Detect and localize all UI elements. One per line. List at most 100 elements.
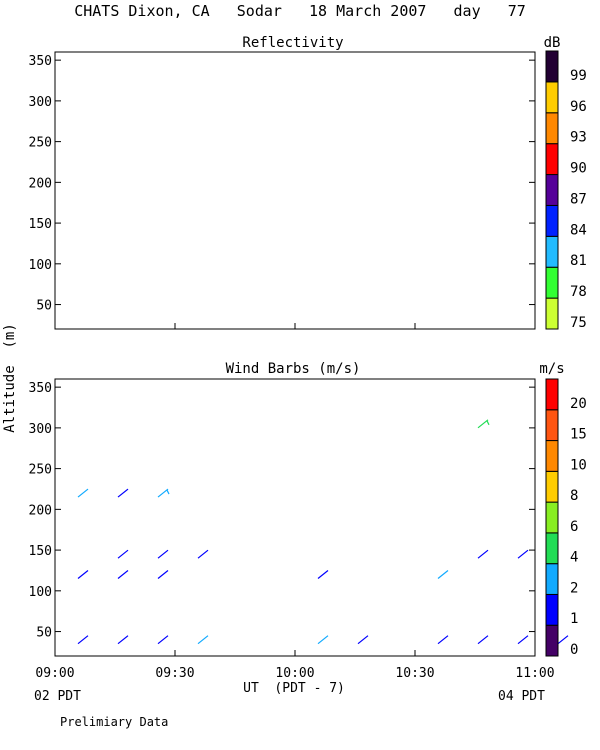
y-tick-label: 300 xyxy=(29,422,52,437)
colorbar-tick-label: 78 xyxy=(570,284,587,300)
x-tick-label: 09:00 xyxy=(35,666,74,681)
y-tick-label: 100 xyxy=(29,585,52,600)
y-tick-label: 300 xyxy=(29,95,52,110)
colorbar-tick-label: 2 xyxy=(570,580,578,596)
colorbar-swatch xyxy=(545,532,559,565)
wind-barb xyxy=(437,635,449,645)
colorbar-tick-label: 15 xyxy=(570,427,587,443)
wind-barb xyxy=(117,570,129,579)
y-tick-label: 350 xyxy=(29,381,52,396)
wind-barb xyxy=(117,549,129,559)
colorbar-swatch xyxy=(545,501,559,534)
wind-barb-shaft xyxy=(517,635,529,645)
wind-barb-shaft xyxy=(557,635,569,645)
top-y-axis: 50 100 150 200 250 300 350 xyxy=(29,54,536,329)
colorbar-swatch xyxy=(545,470,559,503)
wind-barb xyxy=(477,635,489,645)
start-time-pdt-label: 02 PDT xyxy=(34,689,81,704)
wind-barb-shaft xyxy=(197,635,209,645)
wind-barb xyxy=(517,635,529,645)
colorbar-swatch xyxy=(545,593,559,626)
colorbar-swatch xyxy=(545,81,559,114)
end-time-pdt-label: 04 PDT xyxy=(498,689,545,704)
wind-barb xyxy=(117,488,129,498)
y-axis-label: Altitude (m) xyxy=(2,323,18,433)
y-tick-label: 50 xyxy=(36,299,52,314)
wind-barb xyxy=(557,635,569,645)
y-tick-label: 200 xyxy=(29,503,52,518)
y-tick-label: 150 xyxy=(29,217,52,232)
colorbar-tick-label: 75 xyxy=(570,315,587,331)
wind-barb xyxy=(157,635,169,645)
wind-barb-shaft xyxy=(437,570,449,579)
x-tick-label: 11:00 xyxy=(515,666,554,681)
wind-barb-shaft xyxy=(117,549,129,559)
colorbar-tick-label: 87 xyxy=(570,191,587,207)
wind-barb xyxy=(77,635,89,645)
wind-barb-shaft xyxy=(77,570,89,579)
colorbar-tick-label: 20 xyxy=(570,396,587,412)
colorbar-swatch xyxy=(545,50,559,83)
y-tick-label: 50 xyxy=(36,626,52,641)
wind-barb-shaft xyxy=(437,635,449,645)
wind-barb xyxy=(477,419,490,429)
wind-barb-shaft xyxy=(317,635,329,645)
x-tick-label: 10:30 xyxy=(395,666,434,681)
wind-barb-shaft xyxy=(317,570,329,579)
wind-barbs xyxy=(77,419,569,645)
wind-barb-shaft xyxy=(477,549,489,559)
wind-barb-shaft xyxy=(157,635,169,645)
bottom-y-axis: 50 100 150 200 250 300 350 xyxy=(29,381,535,641)
colorbar-tick-label: 10 xyxy=(570,457,587,473)
wind-barb-shaft xyxy=(157,570,169,579)
wind-barb xyxy=(197,635,209,645)
wind-barb-shaft xyxy=(357,635,369,645)
wind-barb-shaft xyxy=(117,570,129,579)
colorbar-tick-label: 81 xyxy=(570,253,587,269)
preliminary-data-note: Prelimiary Data xyxy=(60,715,168,729)
reflectivity-colorbar: 75 78 81 84 87 90 93 96 99 xyxy=(545,50,587,331)
colorbar-swatch xyxy=(545,440,559,472)
colorbar-tick-label: 8 xyxy=(570,488,578,504)
y-tick-label: 150 xyxy=(29,544,52,559)
colorbar-tick-label: 1 xyxy=(570,611,578,627)
colorbar-tick-label: 0 xyxy=(570,642,578,658)
wind-barb xyxy=(517,549,529,559)
bottom-panel-title: Wind Barbs (m/s) xyxy=(226,361,361,377)
wind-barb-flag xyxy=(486,420,490,426)
wind-barb xyxy=(117,635,129,645)
wind-barb xyxy=(77,570,89,579)
wind-barb-flag xyxy=(166,489,170,495)
wind-barb-shaft xyxy=(117,635,129,645)
colorbar-swatch xyxy=(545,204,559,237)
colorbar-tick-label: 93 xyxy=(570,130,587,146)
wind-colorbar-label: m/s xyxy=(539,361,564,377)
colorbar-tick-label: 4 xyxy=(570,550,578,566)
wind-barb xyxy=(437,570,449,579)
colorbar-swatch xyxy=(545,174,559,206)
colorbar-tick-label: 96 xyxy=(570,99,587,115)
x-axis: 09:00 09:30 10:00 10:30 11:00 xyxy=(35,650,555,681)
colorbar-swatch xyxy=(545,143,559,176)
top-panel-title: Reflectivity xyxy=(242,35,343,51)
x-tick-label: 09:30 xyxy=(155,666,194,681)
wind-barb-shaft xyxy=(157,549,169,559)
wind-barb xyxy=(317,635,329,645)
reflectivity-colorbar-label: dB xyxy=(544,35,561,51)
colorbar-swatch xyxy=(545,266,559,299)
wind-barb xyxy=(357,635,369,645)
wind-barb xyxy=(157,488,170,498)
colorbar-swatch xyxy=(545,409,559,442)
wind-barb-shaft xyxy=(117,488,129,498)
wind-barb-shaft xyxy=(197,549,209,559)
wind-barb xyxy=(157,570,169,579)
colorbar-swatch xyxy=(545,235,559,268)
colorbar-swatch xyxy=(545,624,559,657)
wind-barb-shaft xyxy=(477,419,489,429)
wind-barb-shaft xyxy=(77,488,89,498)
wind-barb-shaft xyxy=(157,488,169,498)
y-tick-label: 250 xyxy=(29,463,52,478)
colorbar-swatch xyxy=(545,297,559,330)
colorbar-swatch xyxy=(545,378,559,411)
